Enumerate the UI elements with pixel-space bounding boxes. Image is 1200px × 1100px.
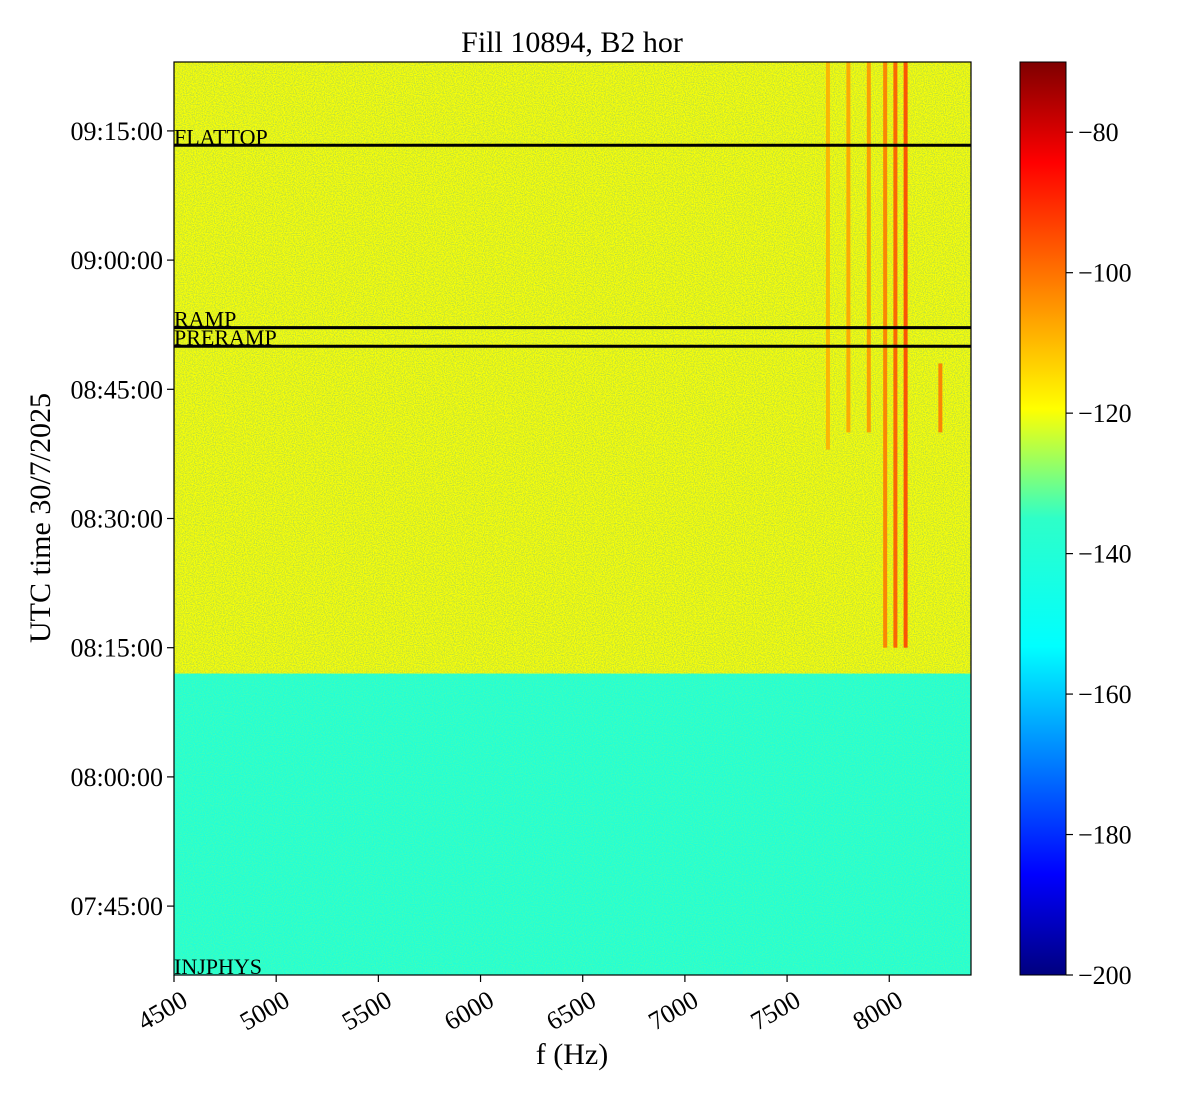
phase-label: FLATTOP [174,124,268,149]
y-tick-label: 08:15:00 [71,634,163,663]
y-tick-label: 09:00:00 [71,246,163,275]
x-tick-label: 4500 [133,985,193,1036]
x-tick-label: 5500 [337,985,397,1036]
x-tick-label: 6500 [541,985,601,1036]
y-tick-label: 08:00:00 [71,763,163,792]
y-tick-label: 08:45:00 [71,375,163,404]
colorbar-ticks: −80 −100 −120 −140 −160 −180 −200 [1066,118,1132,990]
colorbar-tick-label: −120 [1078,399,1132,428]
colorbar-tick-label: −180 [1078,821,1132,850]
spectral-line [938,363,943,433]
x-axis-label: f (Hz) [536,1038,608,1071]
x-tick-label: 7500 [746,985,806,1036]
chart-title: Fill 10894, B2 hor [461,26,683,59]
x-tick-label: 8000 [848,985,908,1036]
x-tick-label: 6000 [439,985,499,1036]
phase-label: INJPHYS [174,954,262,979]
colorbar-tick-label: −200 [1078,961,1132,990]
spectral-line [903,62,908,648]
colorbar-gradient [1019,61,1067,976]
x-axis: 4500 5000 5500 6000 6500 7000 7500 8000 [133,975,908,1036]
colorbar-tick-label: −80 [1078,118,1119,147]
y-tick-label: 08:30:00 [71,505,163,534]
colorbar-tick-label: −160 [1078,680,1132,709]
y-axis: 07:45:00 08:00:00 08:15:00 08:30:00 08:45:00… [71,117,174,921]
y-tick-label: 07:45:00 [71,892,163,921]
colorbar: −80 −100 −120 −140 −160 −180 −200 [1019,61,1132,990]
colorbar-tick-label: −100 [1078,259,1132,288]
spectral-line [825,62,830,450]
spectral-line [883,62,888,648]
spectral-line [866,62,871,433]
spectral-line [893,62,898,648]
x-tick-label: 7000 [644,985,704,1036]
x-tick-label: 5000 [235,985,295,1036]
phase-label: RAMP [174,307,236,332]
heatmap-texture [174,673,971,975]
colorbar-tick-label: −140 [1078,540,1132,569]
phase-label: PRERAMP [174,325,277,350]
y-axis-label: UTC time 30/7/2025 [24,393,57,643]
y-tick-label: 09:15:00 [71,117,163,146]
heatmap-texture [174,62,971,674]
spectral-line [846,62,851,433]
